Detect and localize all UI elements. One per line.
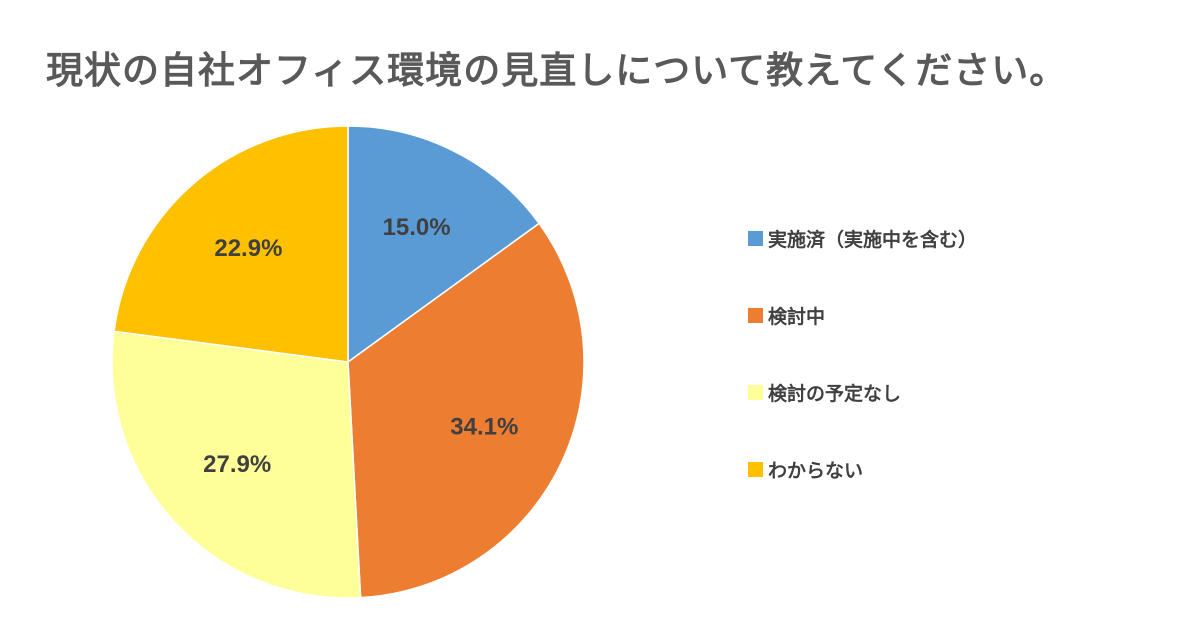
data-label-implemented: 15.0% <box>383 214 451 241</box>
data-label-considering: 34.1% <box>450 414 518 441</box>
pie-slice-implemented <box>347 125 541 364</box>
legend-item-implemented: 実施済（実施中を含む） <box>748 223 977 253</box>
pie-slice-considering <box>347 222 585 599</box>
legend-swatch-implemented <box>748 230 763 246</box>
legend: 実施済（実施中を含む） 検討中 検討の予定なし わからない <box>748 223 977 531</box>
legend-item-considering: 検討中 <box>748 300 977 330</box>
legend-swatch-unknown <box>748 461 763 477</box>
legend-swatch-no-plan <box>748 384 763 400</box>
legend-label-no-plan: 検討の予定なし <box>768 382 902 405</box>
chart-title: 現状の自社オフィス環境の見直しについて教えてください。 <box>46 49 1068 92</box>
legend-label-unknown: わからない <box>768 459 864 482</box>
pie-slice-unknown <box>113 125 349 363</box>
legend-item-unknown: わからない <box>748 454 977 484</box>
data-label-unknown: 22.9% <box>214 235 282 262</box>
legend-swatch-considering <box>748 307 763 323</box>
legend-label-considering: 検討中 <box>768 305 826 328</box>
data-label-no-plan: 27.9% <box>203 451 271 478</box>
pie-slice-no-plan <box>111 330 362 599</box>
legend-label-implemented: 実施済（実施中を含む） <box>768 228 978 251</box>
legend-item-no-plan: 検討の予定なし <box>748 377 977 407</box>
